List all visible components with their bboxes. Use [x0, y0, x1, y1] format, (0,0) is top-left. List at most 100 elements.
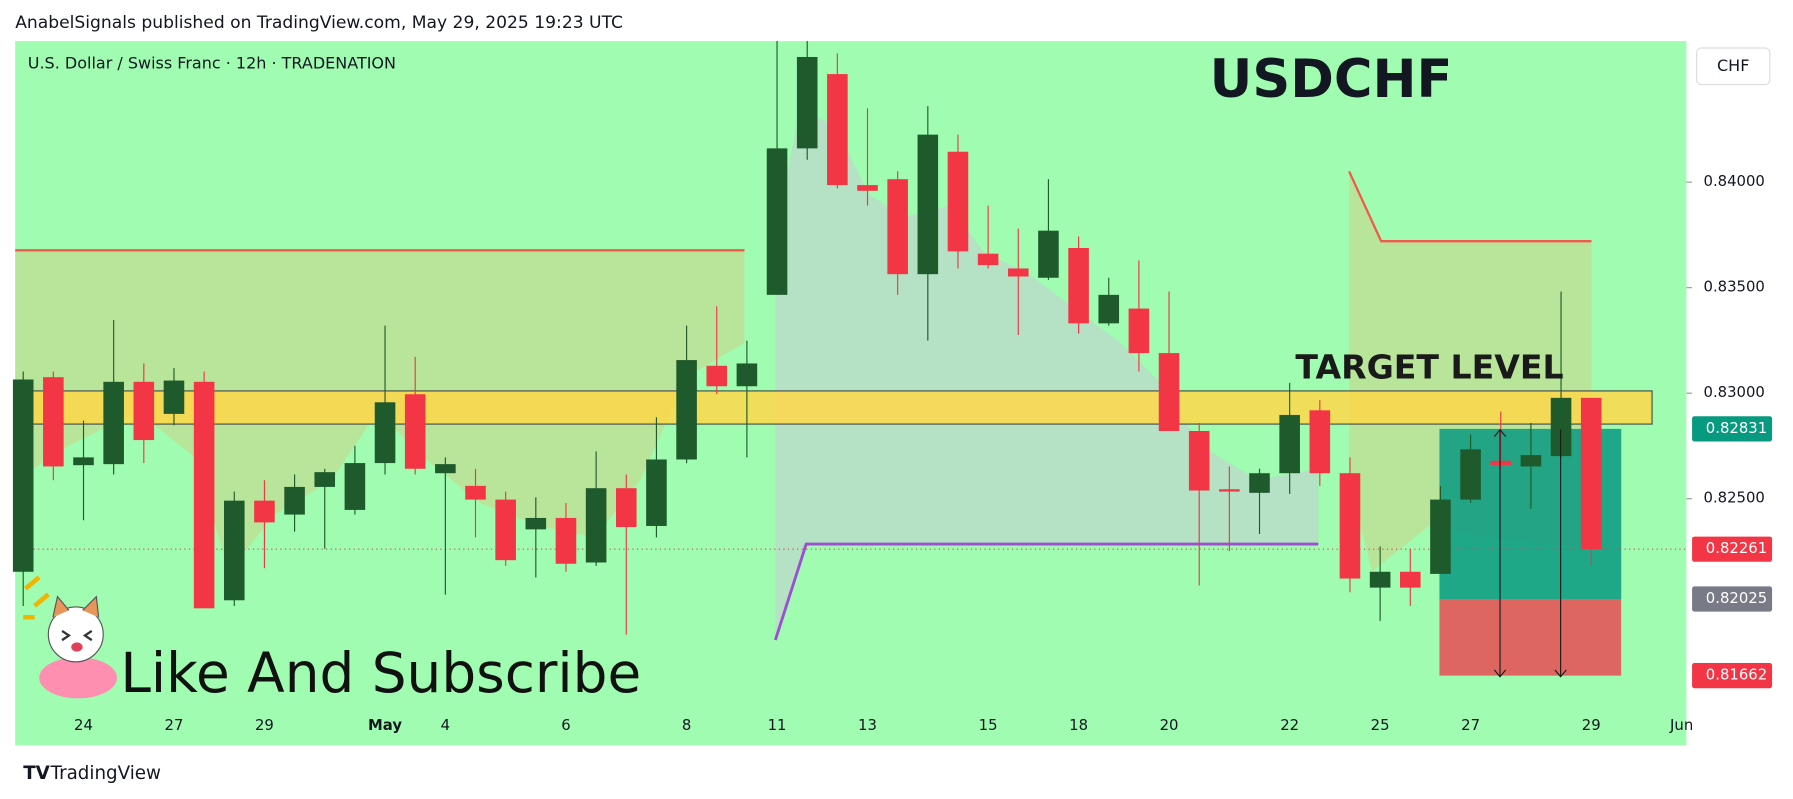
- x-tick-label: 13: [858, 716, 877, 734]
- candle-body: [1249, 473, 1270, 493]
- x-tick-label: 18: [1069, 716, 1088, 734]
- candle-body: [1369, 571, 1391, 588]
- x-tick-label: 27: [165, 716, 184, 734]
- chart-title: USDCHF: [1210, 49, 1453, 110]
- x-tick-label: 6: [561, 716, 570, 734]
- x-tick-label: 11: [768, 716, 787, 734]
- candle-body: [887, 179, 908, 275]
- annotation: Like And Subscribe: [120, 641, 641, 705]
- candle-body: [917, 134, 939, 275]
- candle-body: [1158, 353, 1180, 431]
- price-label-box: [1692, 586, 1773, 612]
- candle-body: [1279, 414, 1300, 474]
- arrow-head: [1493, 428, 1567, 678]
- candle-body: [223, 500, 245, 601]
- stop-box: [1439, 599, 1622, 676]
- candle-body: [827, 74, 848, 186]
- candle-body: [796, 56, 818, 149]
- candle-body: [766, 148, 788, 295]
- x-tick-label: 24: [74, 716, 93, 734]
- candle-body: [1399, 571, 1421, 588]
- candle-body: [1460, 449, 1481, 500]
- candle-body: [404, 394, 426, 469]
- candle-body: [1128, 308, 1150, 354]
- candle-body: [133, 381, 155, 441]
- candle-body: [163, 380, 185, 414]
- price-label: 0.81662: [1706, 666, 1767, 684]
- candle-body: [555, 517, 577, 564]
- x-tick-label: 15: [979, 716, 998, 734]
- target-zone: [14, 390, 1653, 425]
- x-tick-label: 20: [1160, 716, 1179, 734]
- currency-button[interactable]: [1696, 47, 1771, 86]
- candle-body: [947, 151, 969, 252]
- candle-body: [736, 363, 758, 387]
- spark: [23, 575, 50, 620]
- candle-body: [1550, 397, 1572, 457]
- candle-body: [435, 464, 456, 474]
- candle-body: [1098, 294, 1120, 324]
- candle-body: [857, 185, 878, 191]
- price-label: 0.82025: [1706, 589, 1767, 607]
- candle-body: [1007, 268, 1029, 277]
- x-tick-label: 22: [1280, 716, 1299, 734]
- y-tick-label: 0.84000: [1704, 172, 1765, 190]
- x-tick-label: Jun: [1669, 716, 1693, 734]
- x-tick-label: 4: [441, 716, 450, 734]
- price-label-box: [1692, 663, 1773, 689]
- y-tick-label: 0.82500: [1704, 489, 1765, 507]
- arrows: [1493, 428, 1567, 678]
- x-tick-label: 29: [255, 716, 274, 734]
- symbol-info: U.S. Dollar / Swiss Franc · 12h · TRADEN…: [28, 54, 396, 73]
- y-tick-label: 0.83500: [1704, 278, 1765, 296]
- cat-mouth: [71, 642, 83, 652]
- candle-body: [1219, 489, 1240, 492]
- logo-mark: TV: [23, 763, 50, 784]
- candle-body: [73, 457, 94, 466]
- price-label: 0.82831: [1706, 419, 1767, 437]
- candle-body: [314, 472, 336, 487]
- candle-body: [525, 517, 547, 530]
- candle-body: [43, 377, 64, 467]
- candle-body: [103, 381, 124, 465]
- candle-body: [1309, 410, 1331, 474]
- y-tick-label: 0.83000: [1704, 383, 1765, 401]
- candle-body: [495, 499, 516, 561]
- annotation: TARGET LEVEL: [1295, 348, 1563, 387]
- candle-body: [1038, 230, 1059, 278]
- price-label: 0.82261: [1706, 539, 1767, 557]
- candle-body: [1430, 499, 1451, 574]
- candle-body: [676, 360, 697, 460]
- x-tick-label: 27: [1461, 716, 1480, 734]
- candle-body: [193, 381, 215, 609]
- publish-header: AnabelSignals published on TradingView.c…: [15, 13, 623, 33]
- candle-body: [254, 500, 275, 523]
- price-label-box: [1692, 536, 1773, 562]
- candle-body: [284, 486, 305, 515]
- candle-body: [12, 379, 34, 572]
- x-tick-label: 25: [1371, 716, 1390, 734]
- axes: 0.82500 0.83000 0.83500 0.84000 24 27 29 May 4 6 8…: [74, 172, 1773, 734]
- candle-body: [615, 488, 637, 528]
- cat-eyes: [61, 630, 93, 642]
- candle-body: [706, 365, 728, 387]
- candle-body: [646, 459, 667, 526]
- candle-body: [1188, 430, 1210, 491]
- x-tick-label: 8: [682, 716, 691, 734]
- mascot: [23, 575, 117, 699]
- price-label-box: [1692, 416, 1773, 442]
- resistance-line: [1348, 170, 1592, 243]
- candle-body: [344, 463, 366, 510]
- branding: TradingView: [50, 763, 161, 784]
- x-tick-label: May: [368, 716, 402, 734]
- candle-body: [1580, 397, 1602, 550]
- currency[interactable]: CHF: [1717, 56, 1749, 75]
- support-line: [773, 542, 1319, 641]
- cat-ears: [52, 595, 100, 618]
- candle-body: [1520, 455, 1542, 467]
- candle-body: [1339, 473, 1361, 579]
- candle-body: [977, 253, 999, 266]
- x-tick-label: 29: [1582, 716, 1601, 734]
- shaded-zone: [775, 108, 1319, 641]
